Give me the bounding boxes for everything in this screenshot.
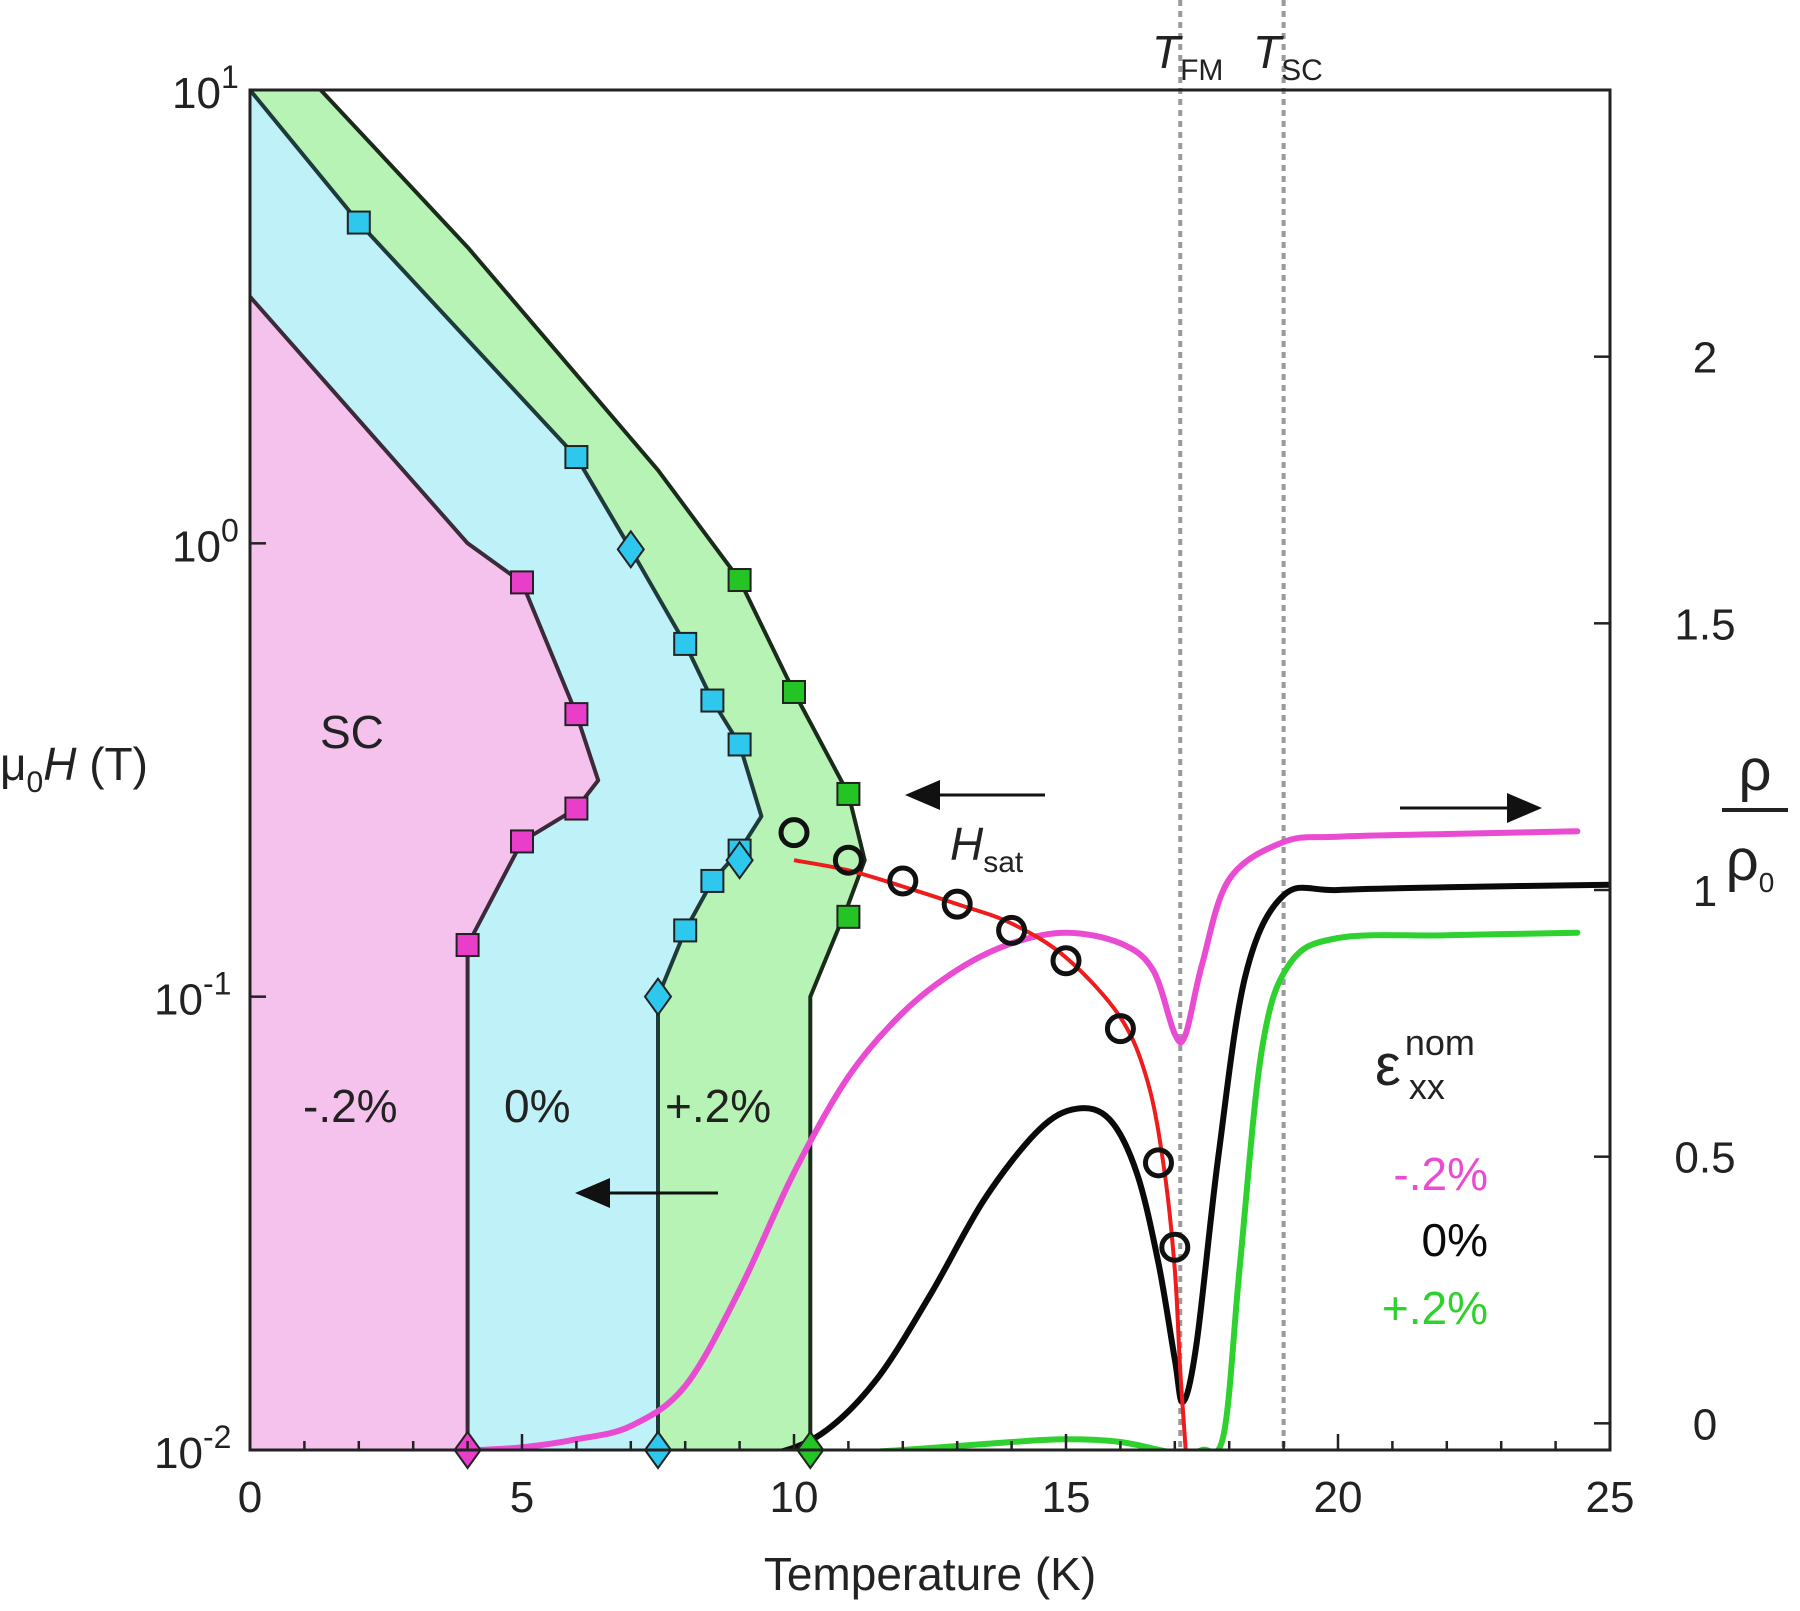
marker-diamond-zero (725, 840, 754, 880)
rho-curve-minus02 (475, 828, 1581, 1450)
y-right-axis-label: ρ ρ0 (1722, 738, 1788, 898)
y-left-tick-label: 101 (172, 59, 239, 118)
marker-square-minus02 (510, 570, 534, 595)
tsc-label: TSC (1253, 26, 1323, 87)
legend-title: ε nom xx (1375, 1022, 1475, 1107)
marker-square-zero (727, 732, 752, 757)
marker-square-zero (673, 631, 698, 656)
y-right-tick-label: 0 (1693, 1400, 1717, 1449)
transition-lines (1178, 0, 1286, 1450)
boundary-minus02 (250, 295, 601, 1450)
region-label-plus02: +.2% (665, 1080, 771, 1132)
legend-entry-zero: 0% (1422, 1214, 1488, 1266)
hsat-point (1159, 1231, 1191, 1263)
legend-entry-minus02: -.2% (1393, 1148, 1488, 1200)
sc-label: SC (320, 706, 384, 758)
marker-square-zero (700, 868, 725, 893)
hsat-point (996, 914, 1028, 946)
svg-text:ρ0: ρ0 (1726, 828, 1775, 898)
hsat-point (887, 865, 919, 897)
marker-square-plus02 (782, 679, 806, 704)
marker-square-zero (564, 445, 589, 470)
arrow-left-axis (575, 1178, 718, 1208)
y-right-tick-label: 2 (1693, 334, 1717, 383)
marker-square-minus02 (564, 702, 589, 727)
arrow-right-axis (1400, 793, 1542, 823)
svg-text:ρ: ρ (1739, 738, 1772, 803)
x-axis-label: Temperature (K) (764, 1548, 1096, 1600)
x-tick-label: 10 (770, 1473, 819, 1522)
plot-frame (248, 88, 1612, 1452)
marker-diamond-zero (643, 976, 673, 1017)
x-tick-label: 15 (1042, 1473, 1091, 1522)
marker-square-minus02 (510, 829, 534, 854)
region-label-zero: 0% (504, 1080, 570, 1132)
x-tick-label: 20 (1314, 1473, 1363, 1522)
arrow-left-hsat (905, 780, 1045, 810)
y-left-tick-label: 10-2 (154, 1419, 231, 1478)
marker-square-zero (700, 688, 725, 713)
rho-curve-plus02 (852, 929, 1581, 1450)
region-minus02 (250, 90, 599, 1450)
y-right-tick-label: 1 (1693, 867, 1717, 916)
x-tick-label: 5 (510, 1473, 534, 1522)
marker-square-zero (346, 210, 371, 235)
marker-diamond-zero (616, 529, 646, 570)
hsat-point (1142, 1147, 1174, 1179)
hsat-point (778, 817, 810, 849)
hsat-point (832, 844, 864, 876)
rho-curve-zero (775, 881, 1610, 1450)
boundary-plus02 (319, 90, 867, 1450)
y-left-tick-label: 100 (172, 512, 239, 571)
y-right-tick-label: 0.5 (1674, 1134, 1735, 1183)
hsat-label: Hsat (950, 818, 1024, 879)
tfm-label: TFM (1152, 26, 1223, 87)
legend: ε nom xx -.2% 0% +.2% (1375, 1022, 1488, 1334)
x-tick-label: 0 (238, 1473, 262, 1522)
marker-square-plus02 (836, 904, 861, 929)
x-tick-label: 25 (1586, 1473, 1635, 1522)
marker-square-zero (673, 918, 698, 943)
y-left-axis-label: μ0H (T) (0, 738, 148, 799)
hsat-point (1104, 1013, 1136, 1045)
resistivity-curves (475, 828, 1610, 1450)
phase-regions (250, 90, 867, 1450)
y-left-tick-label: 10-1 (154, 966, 231, 1025)
hsat-data (778, 817, 1191, 1451)
y-right-tick-label: 1.5 (1674, 600, 1735, 649)
marker-square-minus02 (564, 796, 589, 821)
marker-square-minus02 (455, 933, 480, 958)
region-label-minus02: -.2% (303, 1080, 398, 1132)
marker-square-plus02 (727, 568, 752, 593)
hsat-point (1050, 945, 1082, 977)
hsat-point (941, 888, 973, 920)
axes: 0 5 10 15 20 25 10-2 10-1 100 101 0 0.5 1 1.5 2 (154, 59, 1736, 1522)
marker-square-plus02 (836, 781, 861, 806)
legend-entry-plus02: +.2% (1382, 1282, 1488, 1334)
